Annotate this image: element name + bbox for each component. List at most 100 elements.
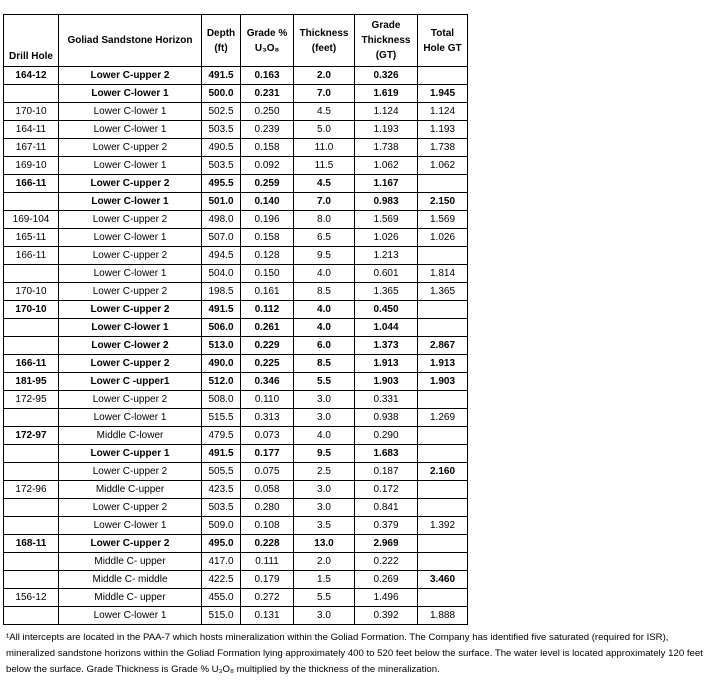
- cell-horizon: Lower C-upper 2: [58, 300, 202, 319]
- cell-grade-thickness: 0.450: [354, 300, 418, 319]
- cell-thickness: 3.5: [293, 516, 355, 535]
- cell-grade-thickness: 1.167: [354, 174, 418, 193]
- cell-drill-hole: 167-11: [3, 138, 59, 157]
- cell-depth: 417.0: [201, 552, 241, 571]
- cell-horizon: Lower C-lower 1: [58, 120, 202, 139]
- cell-thickness: 6.0: [293, 336, 355, 355]
- table-row: Lower C-lower 1 500.0 0.231 7.0 1.619 1.945: [3, 84, 468, 103]
- cell-total-hole-gt: [417, 552, 468, 571]
- cell-grade-thickness: 0.222: [354, 552, 418, 571]
- cell-grade-thickness: 1.738: [354, 138, 418, 157]
- cell-grade: 0.073: [240, 426, 294, 445]
- cell-drill-hole: 169-104: [3, 210, 59, 229]
- cell-drill-hole: 170-10: [3, 300, 59, 319]
- header-thickness: Thickness (feet): [293, 14, 355, 67]
- cell-grade: 0.272: [240, 588, 294, 607]
- table-row: Lower C-upper 1 491.5 0.177 9.5 1.683: [3, 444, 468, 463]
- cell-grade-thickness: 1.903: [354, 372, 418, 391]
- cell-grade: 0.163: [240, 66, 294, 85]
- cell-depth: 502.5: [201, 102, 241, 121]
- cell-grade: 0.110: [240, 390, 294, 409]
- cell-total-hole-gt: 1.814: [417, 264, 468, 283]
- cell-total-hole-gt: [417, 390, 468, 409]
- cell-total-hole-gt: [417, 588, 468, 607]
- cell-drill-hole: [3, 318, 59, 337]
- cell-depth: 198.5: [201, 282, 241, 301]
- cell-total-hole-gt: 1.193: [417, 120, 468, 139]
- cell-grade-thickness: 0.326: [354, 66, 418, 85]
- table-row: Lower C-lower 1 515.0 0.131 3.0 0.392 1.888: [3, 606, 468, 625]
- table-row: 168-11 Lower C-upper 2 495.0 0.228 13.0 2.969: [3, 534, 468, 553]
- cell-grade-thickness: 1.062: [354, 156, 418, 175]
- cell-thickness: 3.0: [293, 606, 355, 625]
- cell-horizon: Lower C-upper 2: [58, 282, 202, 301]
- cell-thickness: 5.5: [293, 372, 355, 391]
- cell-horizon: Middle C- upper: [58, 588, 202, 607]
- cell-horizon: Lower C-upper 2: [58, 498, 202, 517]
- cell-grade-thickness: 1.619: [354, 84, 418, 103]
- cell-drill-hole: [3, 444, 59, 463]
- table-row: 170-10 Lower C-upper 2 198.5 0.161 8.5 1.365 1…: [3, 282, 468, 301]
- cell-drill-hole: [3, 606, 59, 625]
- cell-depth: 479.5: [201, 426, 241, 445]
- table-row: 165-11 Lower C-lower 1 507.0 0.158 6.5 1.026 1…: [3, 228, 468, 247]
- cell-drill-hole: [3, 462, 59, 481]
- cell-drill-hole: [3, 516, 59, 535]
- cell-thickness: 6.5: [293, 228, 355, 247]
- cell-total-hole-gt: 1.945: [417, 84, 468, 103]
- cell-grade: 0.161: [240, 282, 294, 301]
- cell-depth: 495.5: [201, 174, 241, 193]
- cell-horizon: Lower C-upper 1: [58, 444, 202, 463]
- cell-total-hole-gt: [417, 480, 468, 499]
- cell-drill-hole: 164-11: [3, 120, 59, 139]
- cell-total-hole-gt: 1.392: [417, 516, 468, 535]
- cell-depth: 494.5: [201, 246, 241, 265]
- cell-depth: 491.5: [201, 300, 241, 319]
- cell-total-hole-gt: 1.365: [417, 282, 468, 301]
- table-row: Lower C-lower 1 506.0 0.261 4.0 1.044: [3, 318, 468, 337]
- cell-total-hole-gt: 2.867: [417, 336, 468, 355]
- cell-horizon: Middle C-lower: [58, 426, 202, 445]
- cell-grade-thickness: 1.496: [354, 588, 418, 607]
- cell-depth: 491.5: [201, 66, 241, 85]
- cell-horizon: Lower C-lower 1: [58, 318, 202, 337]
- table-row: Lower C-upper 2 503.5 0.280 3.0 0.841: [3, 498, 468, 517]
- cell-total-hole-gt: [417, 246, 468, 265]
- cell-total-hole-gt: [417, 318, 468, 337]
- cell-grade-thickness: 0.172: [354, 480, 418, 499]
- header-total-line2: Hole GT: [423, 42, 462, 54]
- table-row: 166-11 Lower C-upper 2 490.0 0.225 8.5 1.913 1…: [3, 354, 468, 373]
- header-grade: Grade % U₃O₈: [240, 14, 294, 67]
- cell-drill-hole: 170-10: [3, 102, 59, 121]
- cell-thickness: 5.0: [293, 120, 355, 139]
- cell-drill-hole: [3, 84, 59, 103]
- cell-depth: 504.0: [201, 264, 241, 283]
- cell-drill-hole: 169-10: [3, 156, 59, 175]
- footnote: ¹All intercepts are located in the PAA-7…: [6, 632, 703, 675]
- cell-drill-hole: 181-95: [3, 372, 59, 391]
- table-row: Lower C-upper 2 505.5 0.075 2.5 0.187 2.160: [3, 462, 468, 481]
- header-grade-unit: U₃O₈: [254, 42, 280, 54]
- header-total-line1: Total: [430, 27, 455, 39]
- cell-total-hole-gt: [417, 174, 468, 193]
- cell-grade-thickness: 1.683: [354, 444, 418, 463]
- cell-thickness: 7.0: [293, 84, 355, 103]
- cell-horizon: Lower C-upper 2: [58, 534, 202, 553]
- cell-thickness: 5.5: [293, 588, 355, 607]
- cell-depth: 490.5: [201, 138, 241, 157]
- header-thickness-line: Thickness: [299, 27, 349, 39]
- table-row: 166-11 Lower C-upper 2 494.5 0.128 9.5 1.213: [3, 246, 468, 265]
- cell-horizon: Lower C-upper 2: [58, 390, 202, 409]
- cell-thickness: 2.0: [293, 66, 355, 85]
- cell-grade-thickness: 1.193: [354, 120, 418, 139]
- cell-drill-hole: [3, 336, 59, 355]
- cell-horizon: Lower C-lower 1: [58, 84, 202, 103]
- cell-total-hole-gt: 1.888: [417, 606, 468, 625]
- table-row: Lower C-lower 2 513.0 0.229 6.0 1.373 2.867: [3, 336, 468, 355]
- cell-grade: 0.131: [240, 606, 294, 625]
- cell-grade: 0.092: [240, 156, 294, 175]
- cell-drill-hole: [3, 408, 59, 427]
- table-row: Lower C-lower 1 501.0 0.140 7.0 0.983 2.150: [3, 192, 468, 211]
- cell-thickness: 1.5: [293, 570, 355, 589]
- cell-depth: 505.5: [201, 462, 241, 481]
